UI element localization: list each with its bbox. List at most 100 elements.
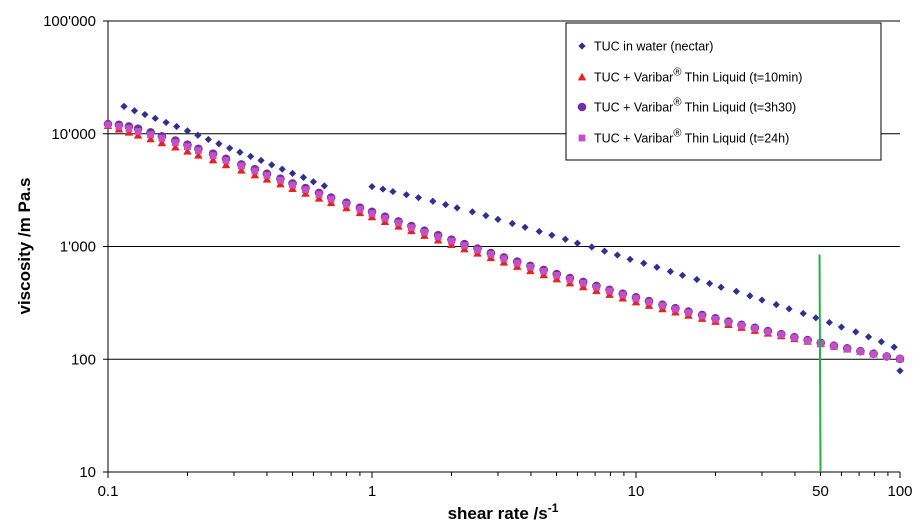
data-point [725,319,732,326]
data-point [146,134,155,143]
x-tick-label: 50 [812,483,829,500]
data-point [421,228,428,236]
data-point [429,197,437,205]
series-layer [103,102,905,375]
data-point [125,125,133,133]
data-point [441,201,450,209]
legend-label: TUC + Varibar® Thin Liquid (t=10min) [594,67,802,85]
data-point [738,322,745,329]
data-point [134,127,142,135]
data-point [209,152,217,160]
legend-label: TUC + Varibar® Thin Liquid (t=3h30) [594,97,796,115]
x-tick-label: 10 [628,483,645,500]
data-point [521,223,529,231]
data-point [712,315,719,323]
data-point [453,204,461,212]
data-point [171,139,179,146]
data-point [705,279,714,288]
data-point [896,355,904,363]
data-point [183,127,192,135]
y-tick-label: 10 [79,464,96,481]
legend-label-text: Thin Liquid (t=10min) [681,71,802,85]
data-point [461,242,468,249]
reference-line [818,254,822,473]
data-point [526,263,534,271]
reference-line-layer [818,254,822,473]
data-point [237,166,246,174]
data-point [653,263,661,271]
data-point [494,215,502,223]
legend-label-text: TUC + Varibar [594,101,673,115]
data-point [746,292,754,300]
data-point [263,172,271,179]
data-point [379,185,387,193]
data-point [573,239,582,247]
series-diamond [120,102,904,375]
data-point [852,328,860,336]
x-axis-title-superscript: -1 [548,501,559,515]
data-point [130,107,139,115]
data-point [896,367,904,375]
data-point [414,194,423,202]
data-point [194,131,202,139]
data-point [208,155,218,164]
y-tick-label: 100 [71,351,96,368]
data-point [184,143,191,150]
data-point [764,328,772,336]
data-point [717,283,725,291]
data-point [500,255,508,263]
data-point [732,287,740,295]
data-point [251,167,259,175]
data-point [487,251,495,258]
data-point [151,114,159,122]
data-point [407,224,415,232]
data-point [671,305,679,313]
x-tick-label: 100 [887,483,912,500]
data-point [221,160,231,169]
data-point [309,178,318,186]
data-point [579,279,587,287]
data-point [289,181,296,189]
x-axis-title-text: shear rate /s [448,504,548,523]
data-point [356,205,364,213]
legend-label-text: TUC + Varibar [594,71,673,85]
data-point [626,255,634,263]
data-point [777,331,785,339]
data-point [513,259,521,267]
data-point [877,338,885,346]
data-point [226,144,234,152]
data-point [173,122,181,131]
data-point [659,302,666,310]
data-point [790,334,798,342]
data-point [588,243,596,251]
legend-label-text: TUC in water (nectar) [594,40,713,54]
data-point [508,219,516,228]
data-point [368,210,376,217]
tick-labels: 10 100 1'000 10'000 100'000 0.1 1 10 50 100 [43,13,912,500]
data-point [678,271,687,279]
data-point [640,259,648,267]
data-point [890,343,898,351]
data-point [104,121,112,129]
data-point [468,208,476,216]
legend-marker-triangle [577,72,587,81]
data-point [247,152,255,160]
data-point [194,151,203,159]
y-axis-title: viscosity /m Pa.s [15,177,34,314]
data-point [553,272,561,279]
data-point [237,162,245,170]
data-point [147,131,155,139]
x-tick-label: 0.1 [98,483,119,500]
legend-box [565,22,882,161]
data-point [381,214,389,222]
data-point [320,182,328,190]
data-point [619,291,627,299]
data-point [698,312,706,320]
data-point [402,191,411,199]
data-point [645,298,653,306]
data-point [799,309,807,318]
legend-marker-diamond [578,42,586,50]
data-point [157,138,167,147]
data-point [327,195,335,203]
